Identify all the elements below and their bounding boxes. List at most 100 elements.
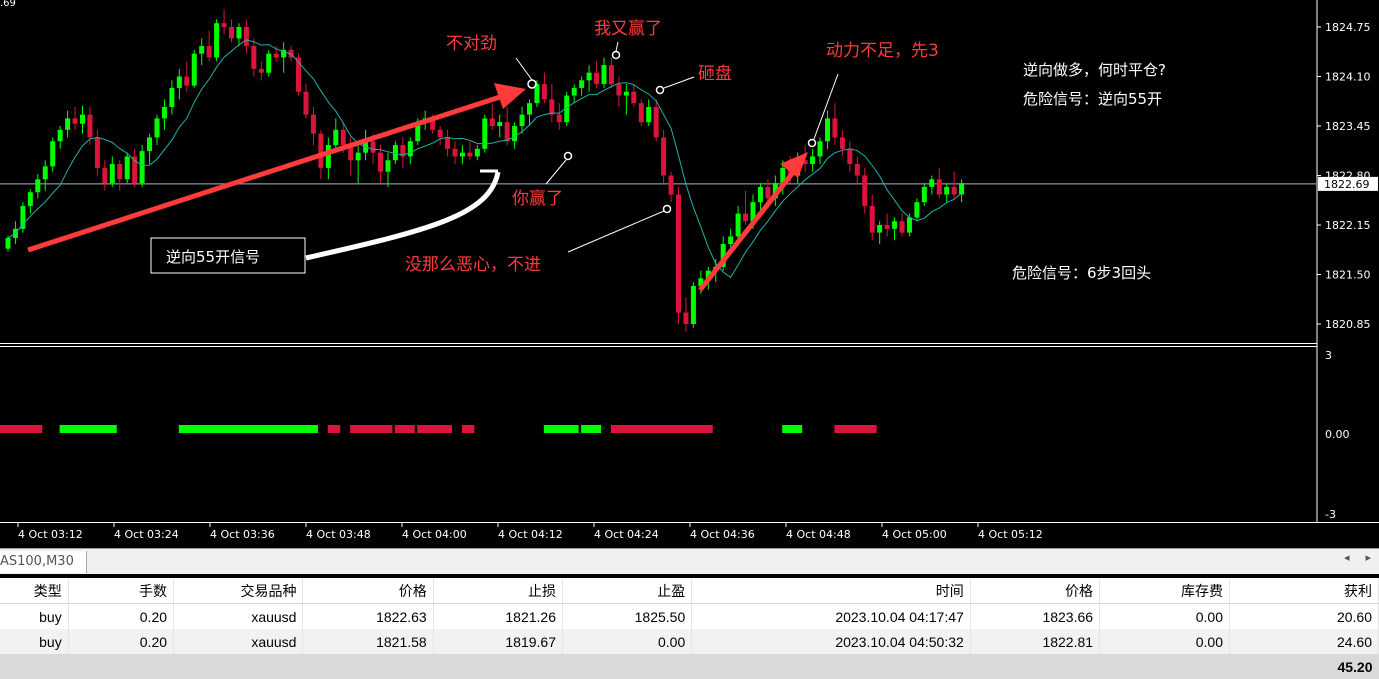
col-price[interactable]: 价格 [302,578,434,604]
candle-bear [400,145,406,157]
candle-bear [221,23,227,27]
candle-bull [579,80,585,88]
candle-bull [281,49,287,58]
candle-bull [5,237,11,249]
candle-bull [780,167,786,184]
indicator-blocks [0,425,877,433]
time-tick-label: 4 Oct 05:00 [882,528,947,541]
cell-symbol: xauusd [173,603,304,629]
tab-scroll-left-icon[interactable]: ◂ [1343,551,1350,564]
long-trend-arrow [27,94,501,253]
candle-bear [258,68,264,73]
candle-bear [437,129,443,138]
candle-bull [407,141,413,157]
marker-circle [662,204,672,214]
candle-bull [325,145,331,168]
col-type[interactable]: 类型 [0,578,69,604]
table-row[interactable]: buy 0.20 xauusd 1821.58 1819.67 0.00 202… [0,629,1379,654]
candle-bull [750,202,756,222]
candle-bear [549,99,555,115]
candle-bull [825,118,830,142]
short-trend-arrow [698,168,797,292]
candle-bull [571,87,577,96]
col-tp[interactable]: 止盈 [562,578,693,604]
candle-bull [512,126,518,142]
leader-line [615,41,619,52]
candles [5,9,965,332]
time-tick-label: 4 Oct 04:36 [690,528,755,541]
cell-sl: 1821.26 [433,603,563,629]
col-lots[interactable]: 手数 [68,578,175,604]
candle-bull [817,141,823,157]
leader-line [663,76,695,89]
annot-mei-na-me: 没那么恶心，不进 [405,255,541,275]
price-tick-label: 1823.45 [1325,120,1371,133]
cell-tp: 1825.50 [562,603,693,629]
price-tick-label: 1822.15 [1325,219,1371,232]
candle-bear [310,114,316,134]
candle-bear [273,53,279,58]
indicator-axis: 3 0.00 -3 [1325,349,1350,521]
candle-bear [839,137,845,149]
candle-bull [191,53,197,86]
price-tick-label: 1821.50 [1325,269,1371,282]
candle-bear [936,179,942,195]
signal-curve [305,171,501,261]
short-arrow-head [780,152,808,178]
candle-bull [124,156,130,180]
cell-tp: 0.00 [562,629,693,654]
candle-bear [504,122,510,142]
annot-za-pan: 砸盘 [698,64,732,84]
candle-bear [184,76,190,86]
candle-bear [899,221,905,233]
symbol-tab[interactable]: AS100,M30 [0,551,87,573]
note-exit-question: 逆向做多，何时平仓? [1023,61,1166,79]
annotations: 逆向55开信号 不对劲 我又赢了 砸盘 动力不足，先3 你赢了 没那么恶心，不进… [27,19,1166,292]
candle-bull [705,270,711,279]
signal-box [150,237,306,274]
orders-table: 类型 手数 交易品种 价格 止损 止盈 时间 价格 库存费 获利 buy 0.2… [0,578,1379,679]
candle-bull [80,114,85,124]
annot-dong-li: 动力不足，先3 [826,41,939,61]
long-arrow-head [494,83,526,109]
marker-circle [563,151,573,161]
candle-bull [392,145,398,161]
cell-time: 2023.10.04 04:17:47 [691,603,971,629]
candle-bear [489,118,495,126]
cell-type: buy [0,603,69,629]
candle-bull [810,156,816,165]
candle-bear [296,57,302,92]
indicator-block-bear [0,425,43,433]
col-cur-price[interactable]: 价格 [970,578,1101,604]
col-profit[interactable]: 获利 [1229,578,1379,604]
candle-bull [154,118,160,138]
candle-bull [199,46,205,54]
candle-bull [459,152,465,157]
col-sl[interactable]: 止损 [433,578,563,604]
candle-bear [541,84,547,100]
candle-bear [340,129,346,146]
candle-bear [616,84,622,96]
total-row: 45.20 [0,654,1379,679]
candle-bull [906,217,912,233]
col-swap[interactable]: 库存费 [1099,578,1230,604]
candle-bear [303,91,309,115]
candle-bull [42,166,48,180]
candle-bear [206,46,212,58]
candle-bear [445,137,451,149]
candle-bull [929,179,935,187]
total-profit: 45.20 [1229,654,1379,679]
annot-bu-dui-jin: 不对劲 [446,34,497,54]
indicator-block-bull [581,425,601,433]
candle-bull [698,278,704,286]
candle-bull [50,141,56,167]
col-symbol[interactable]: 交易品种 [173,578,304,604]
candle-bear [378,152,383,172]
annot-ni-ying: 你赢了 [512,189,563,209]
tab-scroll-right-icon[interactable]: ▸ [1365,551,1371,564]
price-chart[interactable]: .69 1824.751824.101823.451822.801822.151… [0,0,1379,548]
candle-bull [385,160,391,172]
col-time[interactable]: 时间 [691,578,971,604]
table-row[interactable]: buy 0.20 xauusd 1822.63 1821.26 1825.50 … [0,603,1379,629]
time-tick-label: 4 Oct 04:48 [786,528,851,541]
